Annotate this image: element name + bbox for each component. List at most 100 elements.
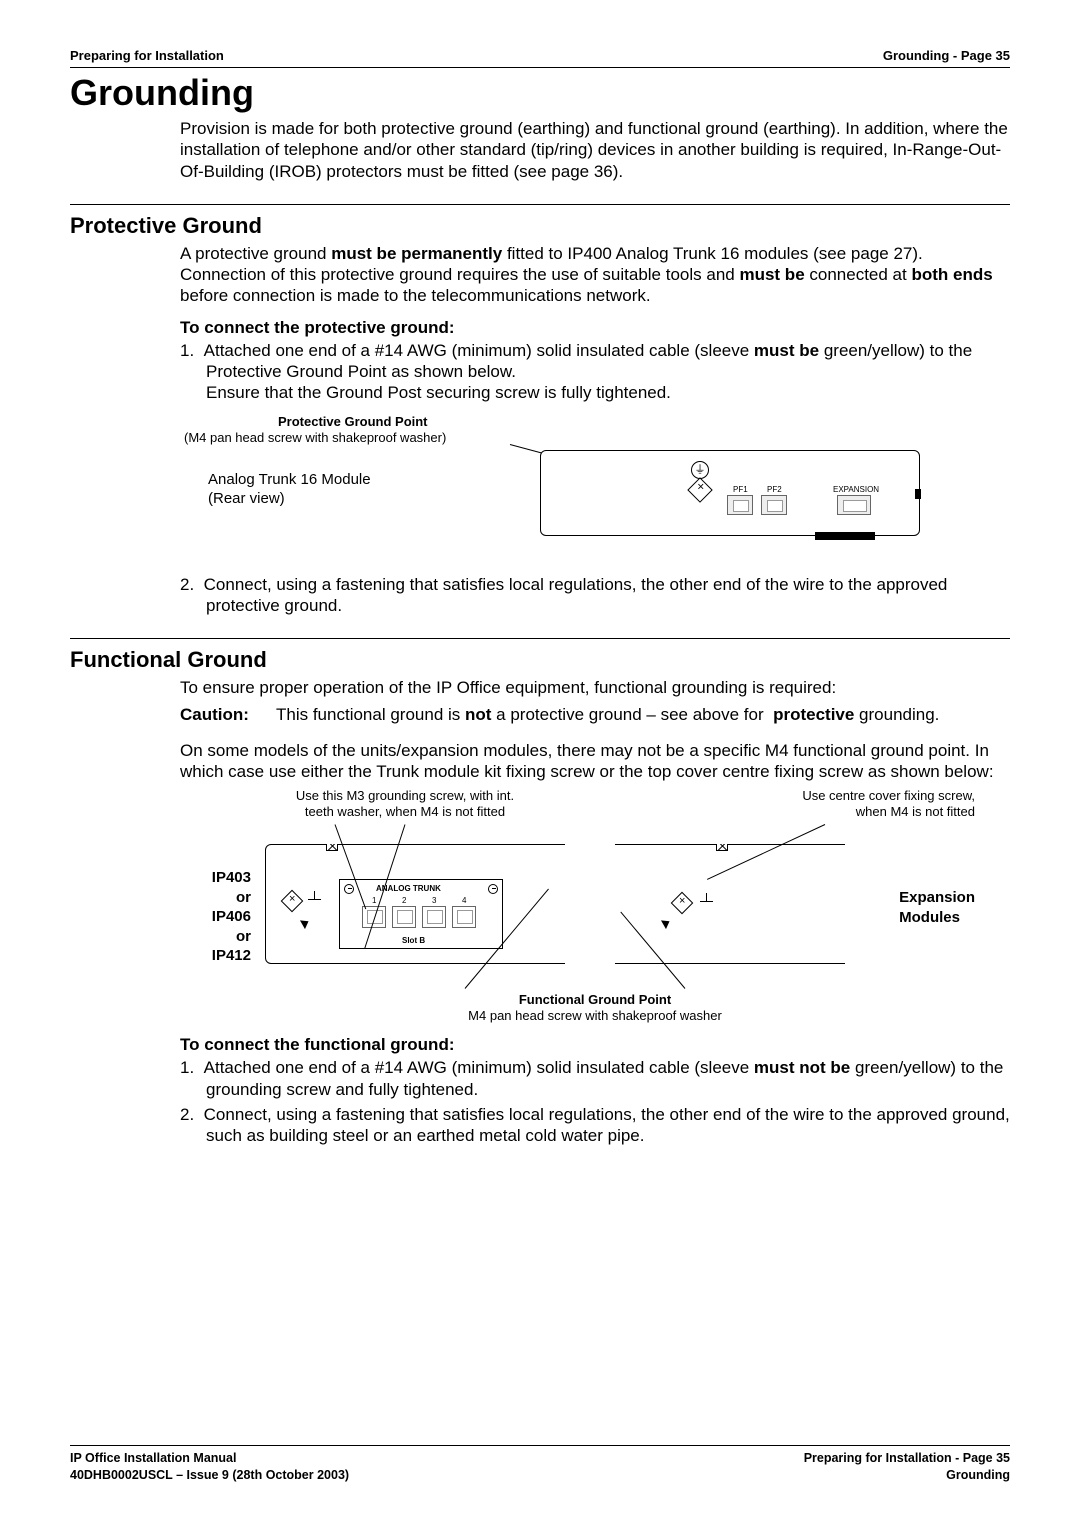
footer-right: Preparing for Installation - Page 35 Gro… (804, 1450, 1010, 1484)
text: Use this M3 grounding screw, with int. (296, 788, 514, 803)
functional-lead: To ensure proper operation of the IP Off… (180, 677, 1010, 698)
diag1-title: Protective Ground Point (278, 414, 428, 430)
text: when M4 is not fitted (856, 804, 975, 819)
diag2-ip-label: IP403 or IP406 or IP412 (185, 868, 251, 966)
step-num: 2. (180, 1105, 194, 1124)
diag2-topleft: Use this M3 grounding screw, with int. t… (275, 788, 535, 821)
text-bold: must be (754, 341, 819, 360)
text: Analog Trunk 16 Module (208, 471, 371, 488)
text: Connect, using a fastening that satisfie… (204, 575, 948, 615)
header-right: Grounding - Page 35 (883, 48, 1010, 63)
functional-steps: 1. Attached one end of a #14 AWG (minimu… (180, 1057, 1010, 1146)
step-num: 1. (180, 341, 194, 360)
protective-heading: Protective Ground (70, 204, 1010, 239)
port-pf2 (761, 495, 787, 515)
slot-screw-right (488, 884, 498, 894)
text: teeth washer, when M4 is not fitted (305, 804, 505, 819)
text: before connection is made to the telecom… (180, 286, 651, 305)
x-symbol-icon (687, 477, 712, 502)
slotb-label: Slot B (402, 936, 425, 946)
footer-r2: Grounding (946, 1468, 1010, 1482)
protective-steps: 1. Attached one end of a #14 AWG (minimu… (180, 340, 1010, 404)
text-bold: must not be (754, 1058, 850, 1077)
footer-r1: Preparing for Installation - Page 35 (804, 1451, 1010, 1465)
footer-left: IP Office Installation Manual 40DHB0002U… (70, 1450, 349, 1484)
functional-diagram: Use this M3 grounding screw, with int. t… (185, 788, 1005, 1018)
ground-t-icon (700, 893, 714, 907)
text: IP406 (212, 908, 251, 925)
text-bold: not (465, 705, 491, 724)
text-bold: must be (739, 265, 804, 284)
ground-t-icon (308, 891, 322, 905)
page-header: Preparing for Installation Grounding - P… (70, 48, 1010, 68)
port-pf1 (727, 495, 753, 515)
text: grounding. (854, 705, 939, 724)
n2: 2 (402, 896, 406, 906)
n3: 3 (432, 896, 436, 906)
bottom-bar (815, 532, 875, 540)
ground-symbol-icon (281, 890, 304, 913)
n1: 1 (372, 896, 376, 906)
top-screw-icon (326, 844, 338, 851)
analog-trunk-label: ANALOG TRUNK (376, 884, 441, 894)
footer-l1: IP Office Installation Manual (70, 1451, 236, 1465)
diag1-module: ⏚ PF1 PF2 EXPANSION (540, 450, 920, 536)
rj-4 (452, 906, 476, 928)
text: Use centre cover fixing screw, (802, 788, 975, 803)
functional-step-2: 2. Connect, using a fastening that satis… (180, 1104, 1010, 1147)
expansion-label: EXPANSION (833, 485, 879, 495)
side-connector (915, 489, 921, 499)
text: Ensure that the Ground Post securing scr… (206, 383, 671, 402)
diag1-sub: (M4 pan head screw with shakeproof washe… (184, 430, 446, 446)
text: (Rear view) (208, 490, 285, 507)
pf2-label: PF2 (767, 485, 782, 495)
protective-steps-2: 2. Connect, using a fastening that satis… (180, 574, 1010, 617)
text: or (236, 928, 251, 945)
diag2-topright: Use centre cover fixing screw, when M4 i… (735, 788, 975, 821)
footer-l2: 40DHB0002USCL – Issue 9 (28th October 20… (70, 1468, 349, 1482)
text: A protective ground (180, 244, 331, 263)
caution-row: Caution: This functional ground is not a… (180, 704, 1010, 725)
text-bold: must be permanently (331, 244, 502, 263)
text: Attached one end of a #14 AWG (minimum) … (204, 1058, 754, 1077)
slot-screw-left (344, 884, 354, 894)
protective-subhead: To connect the protective ground: (180, 317, 1010, 338)
text: Modules (899, 909, 960, 926)
slot-b: ANALOG TRUNK 1 2 3 4 Slot B (339, 879, 503, 949)
rj-3 (422, 906, 446, 928)
diag2-devA: ANALOG TRUNK 1 2 3 4 Slot B (265, 844, 565, 964)
intro-block: Provision is made for both protective gr… (180, 118, 1010, 182)
caption-text: M4 pan head screw with shakeproof washer (468, 1008, 722, 1023)
caution-label: Caution: (180, 704, 276, 725)
protective-diagram: Protective Ground Point (M4 pan head scr… (180, 414, 980, 564)
text-bold: protective (773, 705, 854, 724)
text: Attached one end of a #14 AWG (minimum) … (204, 341, 754, 360)
text-bold: both ends (911, 265, 992, 284)
functional-heading: Functional Ground (70, 638, 1010, 673)
text: Connect, using a fastening that satisfie… (204, 1105, 1010, 1145)
ground-symbol-icon: ⏚ (691, 461, 709, 479)
text: or (236, 889, 251, 906)
top-screw-icon (716, 844, 728, 851)
diag2-exp-label: Expansion Modules (899, 888, 975, 927)
ground-symbol-icon (671, 892, 694, 915)
text: IP412 (212, 947, 251, 964)
protective-step-2: 2. Connect, using a fastening that satis… (180, 574, 1010, 617)
header-left: Preparing for Installation (70, 48, 224, 63)
functional-para: On some models of the units/expansion mo… (180, 740, 1010, 783)
pf1-label: PF1 (733, 485, 748, 495)
protective-p1: A protective ground must be permanently … (180, 243, 1010, 307)
protective-body: A protective ground must be permanently … (180, 243, 1010, 616)
intro-text: Provision is made for both protective gr… (180, 118, 1010, 182)
diag2-devB-clip (615, 844, 845, 984)
diag1-rear-label: Analog Trunk 16 Module (Rear view) (208, 470, 371, 509)
page-title: Grounding (70, 72, 1010, 114)
caption-bold: Functional Ground Point (435, 992, 755, 1008)
text: connected at (805, 265, 912, 284)
functional-body: To ensure proper operation of the IP Off… (180, 677, 1010, 1146)
n4: 4 (462, 896, 466, 906)
port-expansion (837, 495, 871, 515)
step-num: 2. (180, 575, 194, 594)
text: a protective ground – see above for (491, 705, 768, 724)
page-footer: IP Office Installation Manual 40DHB0002U… (70, 1445, 1010, 1484)
